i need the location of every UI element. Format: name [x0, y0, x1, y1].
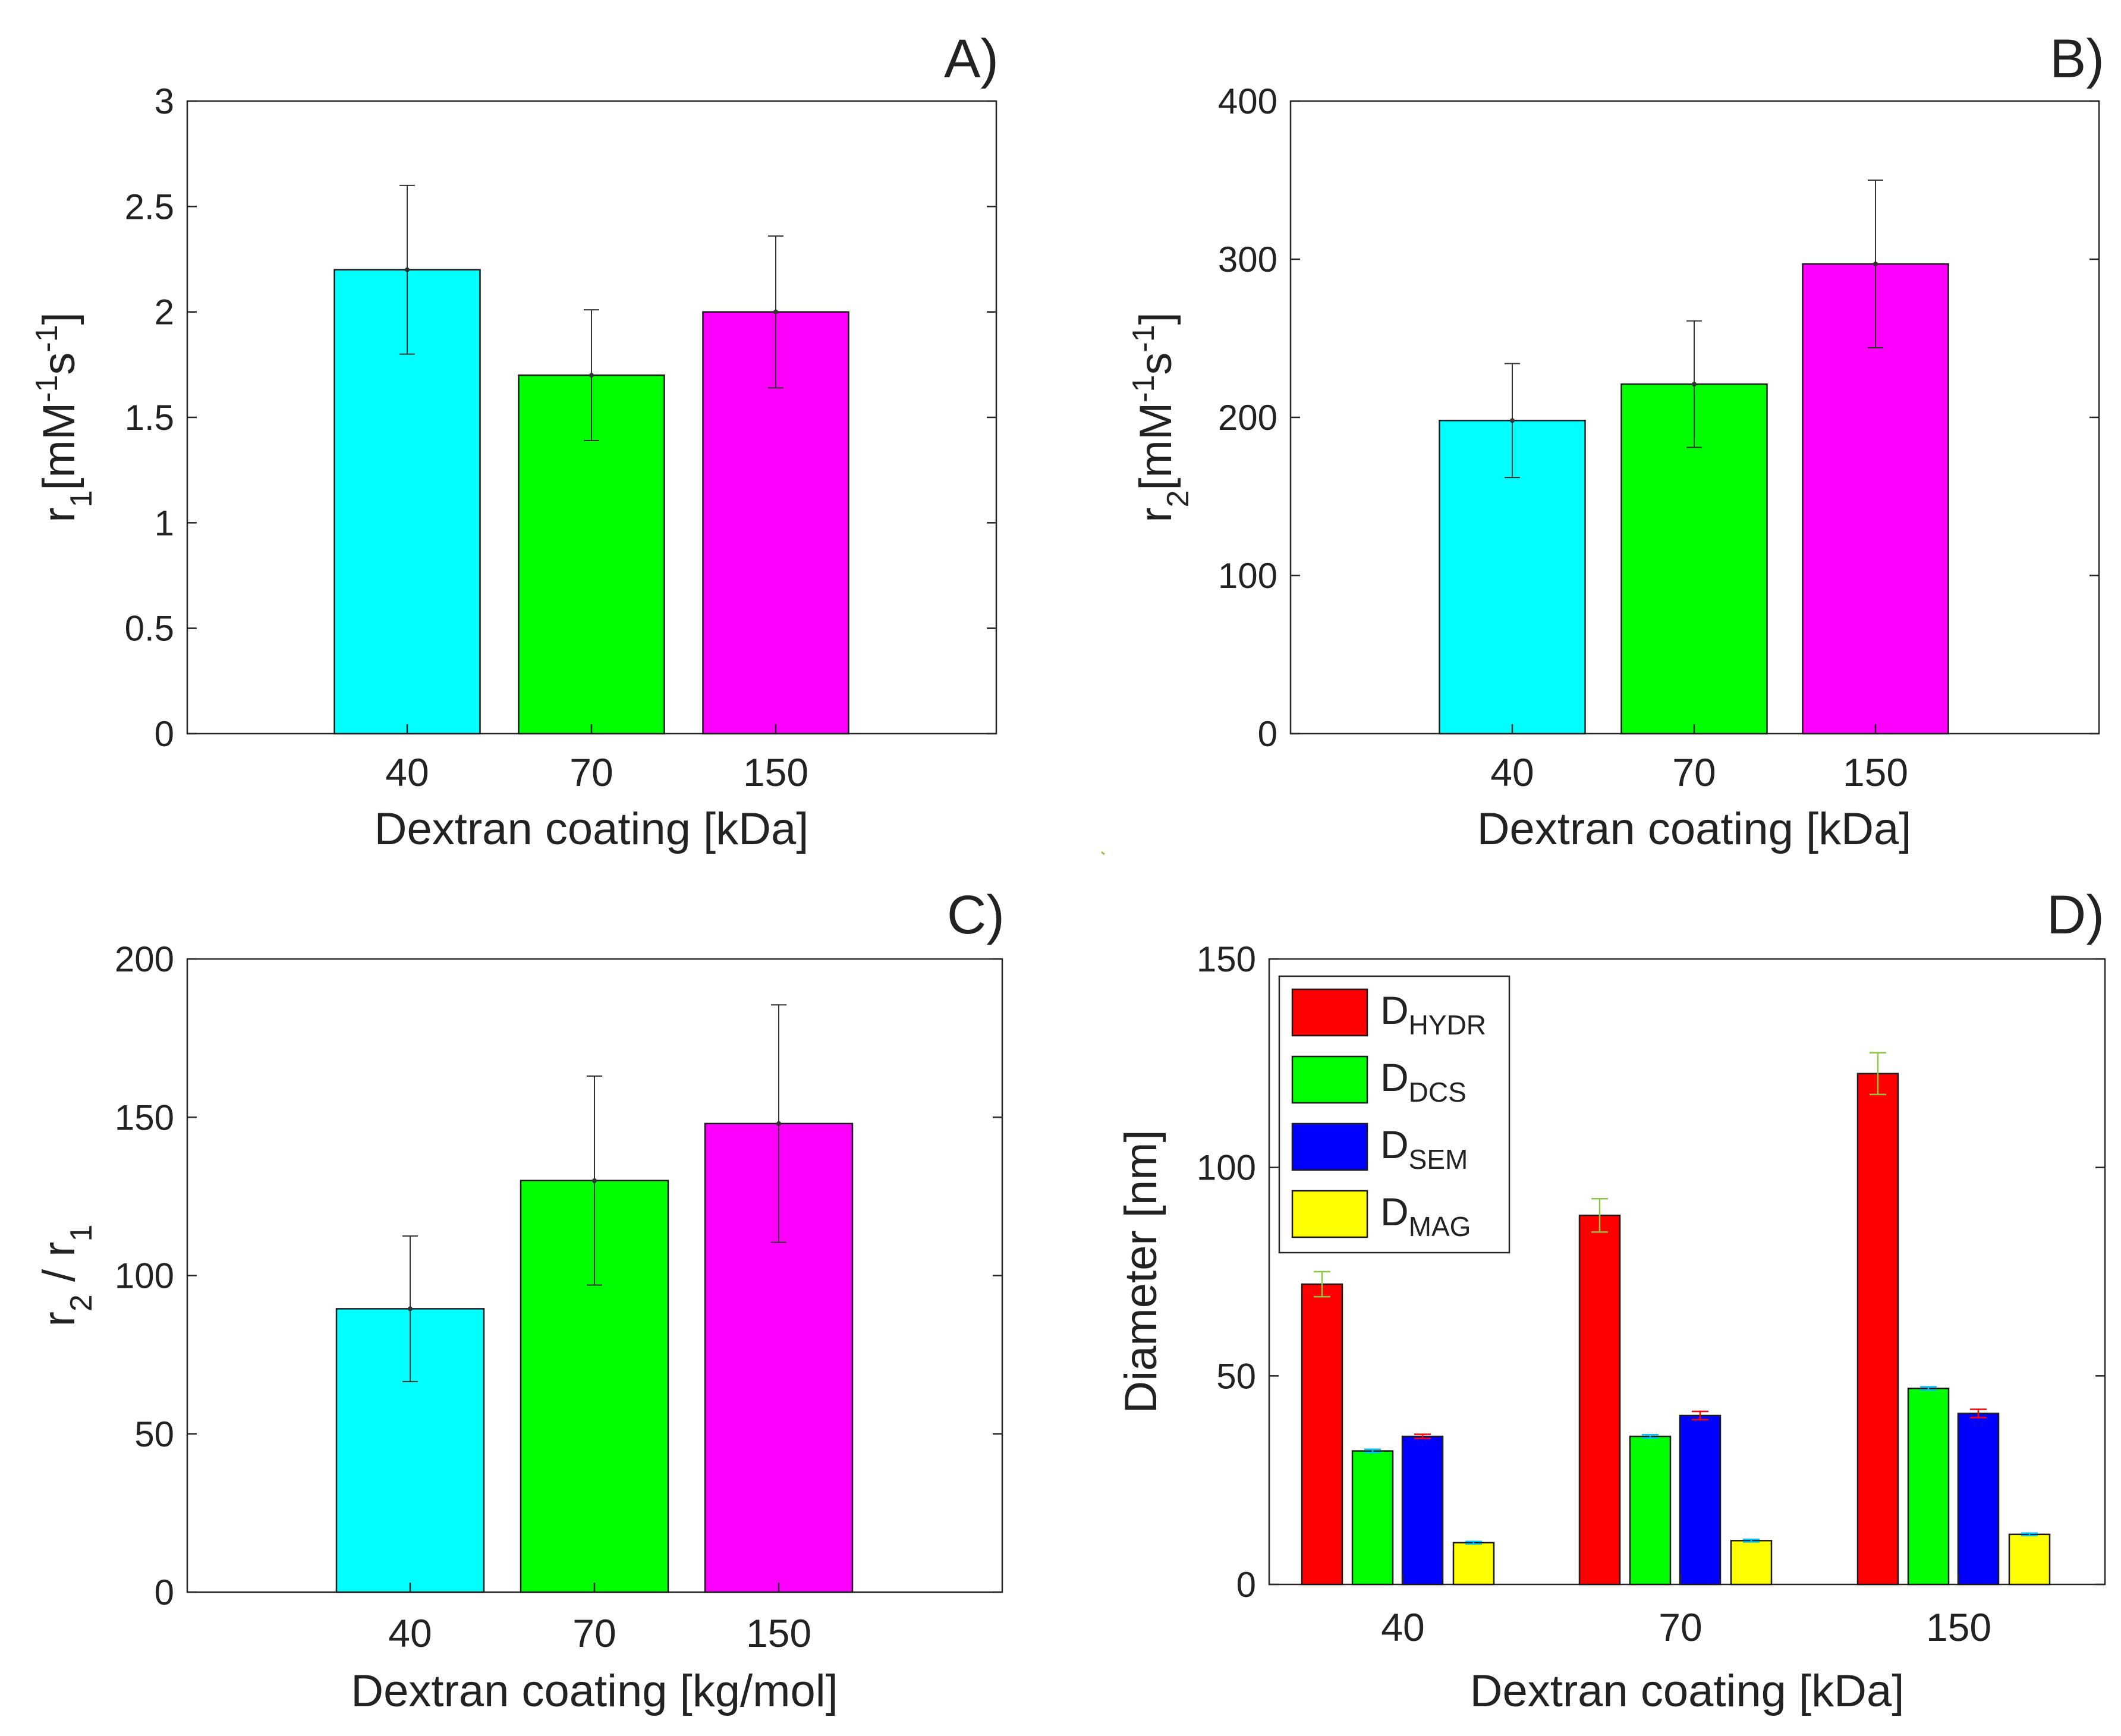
x-tick-label: 70: [569, 750, 613, 794]
x-tick-label: 40: [1490, 750, 1534, 794]
y-tick-label: 50: [134, 1414, 174, 1454]
bar-mag-70: [1730, 1540, 1773, 1586]
y-axis-title: r2[mM-1s-1]: [1126, 312, 1195, 523]
data-point-marker: [776, 1121, 781, 1126]
y-tick-label: 50: [1216, 1356, 1256, 1396]
panel-label: B): [2050, 29, 2104, 89]
y-tick-label: 100: [1218, 556, 1277, 596]
legend-swatch-sem: [1291, 1122, 1368, 1171]
x-tick-label: 70: [1659, 1605, 1702, 1649]
y-tick-label: 0: [155, 1573, 174, 1612]
y-tick-label: 100: [115, 1256, 174, 1296]
legend-swatch-mag: [1291, 1190, 1368, 1238]
x-tick-label: 40: [1381, 1605, 1424, 1649]
y-tick-label: 200: [1218, 398, 1277, 438]
bar-mag-150: [2008, 1533, 2051, 1586]
legend-label-sem: DSEM: [1380, 1122, 1468, 1175]
bar-dcs-70: [1629, 1435, 1672, 1586]
data-point-marker: [1510, 418, 1515, 423]
x-axis-title: Dextran coating [kDa]: [1477, 804, 1912, 854]
data-point-marker: [408, 1306, 413, 1312]
y-tick-label: 0: [1236, 1565, 1256, 1605]
x-axis-title: Dextran coating [kg/mol]: [351, 1666, 838, 1716]
y-tick-label: 0: [155, 714, 174, 754]
panel-a: 0 0.5 1 1.5 2 2.5 3 40 70 150 Dextran coating [kDa…: [30, 29, 999, 854]
bar-hydr-40: [1301, 1283, 1343, 1586]
bar-sem-40: [1401, 1435, 1444, 1586]
bar-hydr-150: [1856, 1073, 1899, 1586]
bar-sem-150: [1957, 1413, 2000, 1586]
y-tick-label: 100: [1197, 1148, 1256, 1188]
y-tick-label: 150: [115, 1097, 174, 1137]
bar-dcs-150: [1907, 1388, 1950, 1586]
data-point-marker: [589, 373, 594, 378]
legend-swatch-dcs: [1291, 1055, 1368, 1104]
y-tick-label: 200: [115, 939, 174, 979]
y-tick-label: 400: [1218, 81, 1277, 121]
y-tick-label: 0: [1258, 714, 1277, 754]
bar-dcs-40: [1351, 1450, 1394, 1586]
legend-label-dcs: DDCS: [1380, 1055, 1467, 1108]
data-point-marker: [773, 309, 778, 315]
bar-hydr-70: [1578, 1215, 1621, 1586]
stray-mark: [1101, 851, 1105, 856]
panel-d: 0 50 100 150 40 70 150 Dextran coating [kDa] Dia…: [1116, 885, 2106, 1716]
y-tick-label: 300: [1218, 240, 1277, 279]
data-point-marker: [1692, 382, 1697, 387]
legend-swatch-hydr: [1291, 988, 1368, 1037]
legend: DHYDR DDCS DSEM DMAG: [1278, 975, 1510, 1254]
legend-label-hydr: DHYDR: [1380, 988, 1486, 1040]
x-tick-label: 70: [572, 1611, 616, 1655]
y-tick-label: 3: [155, 81, 174, 121]
x-tick-label: 40: [388, 1611, 432, 1655]
bar-sem-70: [1679, 1414, 1722, 1586]
data-point-marker: [1873, 261, 1878, 266]
bar-mag-40: [1452, 1542, 1495, 1586]
panel-label: C): [947, 885, 1005, 945]
y-axis-title: Diameter [nm]: [1116, 1130, 1166, 1413]
x-tick-label: 150: [1926, 1605, 1991, 1649]
y-tick-label: 0.5: [125, 609, 174, 649]
x-tick-label: 40: [385, 750, 429, 794]
y-tick-label: 150: [1197, 939, 1256, 979]
y-axis-title: r1[mM-1s-1]: [30, 312, 99, 523]
x-tick-label: 150: [743, 750, 808, 794]
y-axis-title: r2 / r1: [34, 1225, 99, 1327]
panel-b: 0 100 200 300 400 40 70 150 Dextran coating [kDa…: [1126, 29, 2104, 854]
y-tick-label: 2: [155, 293, 174, 332]
x-tick-label: 150: [1843, 750, 1908, 794]
panel-label: D): [2047, 885, 2104, 945]
panel-c: 0 50 100 150 200 40 70 150 Dextran coating [kg/m…: [34, 885, 1005, 1716]
panel-label: A): [944, 29, 999, 89]
y-tick-label: 1.5: [125, 398, 174, 438]
data-point-marker: [405, 267, 410, 272]
y-tick-label: 1: [155, 503, 174, 543]
y-tick-label: 2.5: [125, 187, 174, 227]
x-axis-title: Dextran coating [kDa]: [375, 804, 809, 854]
x-axis-title: Dextran coating [kDa]: [1470, 1666, 1905, 1716]
data-point-marker: [592, 1178, 597, 1183]
x-tick-label: 150: [746, 1611, 811, 1655]
legend-label-mag: DMAG: [1380, 1190, 1471, 1242]
x-tick-label: 70: [1672, 750, 1716, 794]
